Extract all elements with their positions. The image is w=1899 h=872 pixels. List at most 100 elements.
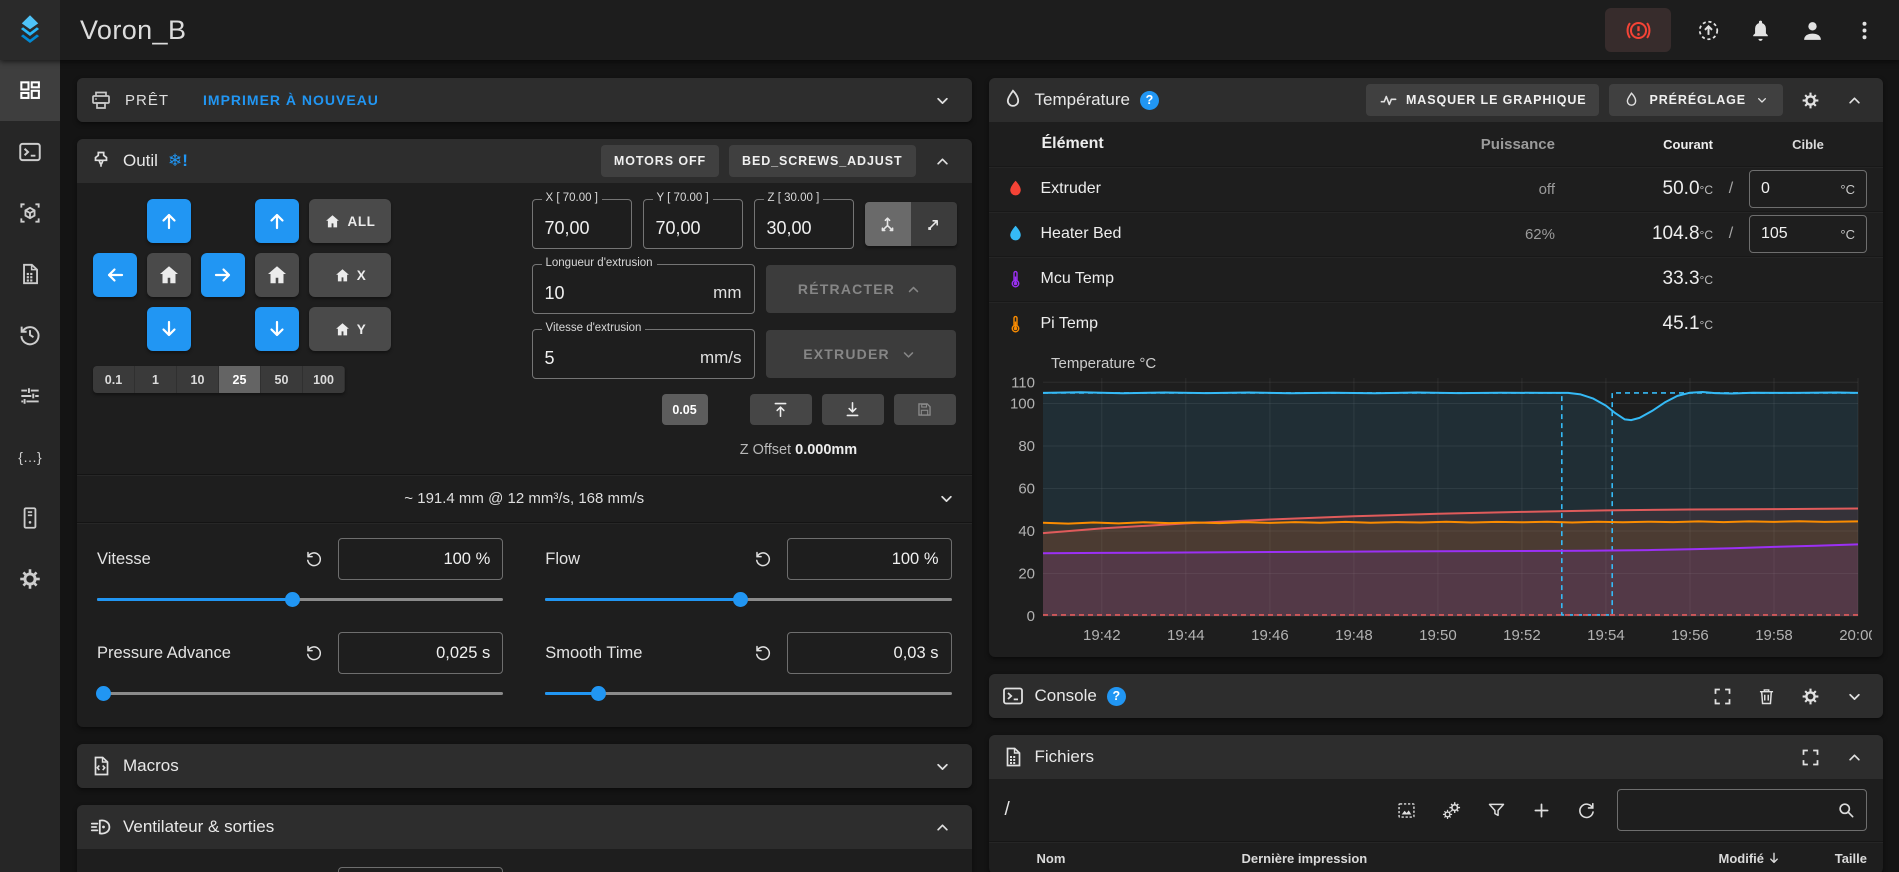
smooth-time-slider[interactable] <box>545 685 951 701</box>
column-modified[interactable]: Modifié <box>1719 851 1782 866</box>
home-all-button[interactable]: ALL <box>309 199 391 243</box>
sidebar-item-gcode-files[interactable] <box>0 243 60 304</box>
step-0.1[interactable]: 0.1 <box>93 366 135 393</box>
files-add-button[interactable] <box>1527 793 1555 827</box>
jog-y-minus-button[interactable] <box>147 307 191 351</box>
console-expand-button[interactable] <box>1837 679 1871 713</box>
console-fullscreen-button[interactable] <box>1705 679 1739 713</box>
hide-graph-button[interactable]: MASQUER LE GRAPHIQUE <box>1366 84 1600 116</box>
cooldown-alert-icon[interactable]: ❄! <box>168 151 188 171</box>
console-settings-button[interactable] <box>1793 679 1827 713</box>
menu-button[interactable] <box>1841 7 1887 53</box>
toolhead-collapse-button[interactable] <box>926 144 960 178</box>
mainsail-logo[interactable] <box>0 0 60 60</box>
jog-z-plus-button[interactable] <box>255 199 299 243</box>
temperature-chart[interactable]: 02040608010011019:4219:4419:4619:4819:50… <box>999 354 1872 650</box>
step-50[interactable]: 50 <box>261 366 303 393</box>
notifications-button[interactable] <box>1737 7 1783 53</box>
part-fan-input[interactable]: 0 % <box>338 867 503 872</box>
bed-screws-adjust-button[interactable]: BED_SCREWS_ADJUST <box>729 145 915 177</box>
absolute-move-toggle[interactable] <box>865 202 911 246</box>
step-10[interactable]: 10 <box>177 366 219 393</box>
help-icon[interactable]: ? <box>1140 91 1159 110</box>
flow-factor-input[interactable]: 100 % <box>787 538 952 580</box>
flow-reset-icon[interactable] <box>753 549 773 569</box>
step-25[interactable]: 25 <box>219 366 261 393</box>
fans-collapse-button[interactable] <box>926 810 960 844</box>
column-size[interactable]: Taille <box>1823 851 1867 866</box>
sidebar-item-config-editor[interactable] <box>0 426 60 487</box>
position-y-field[interactable]: Y [ 70.00 ] 70,00 <box>643 199 743 249</box>
help-icon[interactable]: ? <box>1107 687 1126 706</box>
slider-thumb[interactable] <box>591 686 606 701</box>
speed-reset-icon[interactable] <box>304 549 324 569</box>
position-x-field[interactable]: X [ 70.00 ] 70,00 <box>532 199 632 249</box>
heater-target-input[interactable]: 0°C <box>1749 170 1867 208</box>
account-button[interactable] <box>1789 7 1835 53</box>
speed-factor-slider[interactable] <box>97 591 503 607</box>
z-babystep-down-button[interactable] <box>822 394 884 425</box>
extrude-length-field[interactable]: Longueur d'extrusion 10 mm <box>532 264 755 314</box>
reprint-button[interactable]: IMPRIMER À NOUVEAU <box>203 92 379 108</box>
sidebar-item-tune[interactable] <box>0 365 60 426</box>
jog-y-plus-button[interactable] <box>147 199 191 243</box>
extrude-button[interactable]: EXTRUDER <box>766 330 956 378</box>
home-xy-button[interactable] <box>147 253 191 297</box>
status-collapse-button[interactable] <box>926 83 960 117</box>
current-path[interactable]: / <box>1005 799 1010 821</box>
motors-off-button[interactable]: MOTORS OFF <box>601 145 719 177</box>
temperature-collapse-button[interactable] <box>1837 83 1871 117</box>
slider-thumb[interactable] <box>733 592 748 607</box>
step-1[interactable]: 1 <box>135 366 177 393</box>
home-y-button[interactable]: Y <box>309 307 391 351</box>
pressure-advance-reset-icon[interactable] <box>304 643 324 663</box>
fullscreen-icon <box>1712 686 1733 707</box>
files-filter-button[interactable] <box>1482 793 1510 827</box>
thumbnails-toggle-button[interactable] <box>1392 793 1420 827</box>
console-clear-button[interactable] <box>1749 679 1783 713</box>
z-babystep-size-button[interactable]: 0.05 <box>662 394 708 425</box>
column-name[interactable]: Nom <box>1037 851 1242 866</box>
update-button[interactable] <box>1685 7 1731 53</box>
position-z-field[interactable]: Z [ 30.00 ] 30,00 <box>754 199 854 249</box>
sidebar-item-console[interactable] <box>0 121 60 182</box>
smooth-time-reset-icon[interactable] <box>753 643 773 663</box>
search-input[interactable] <box>1628 802 1836 819</box>
home-z-button[interactable] <box>255 253 299 297</box>
z-offset-save-button[interactable] <box>894 394 956 425</box>
history-icon <box>17 322 43 348</box>
files-search-field[interactable] <box>1617 789 1867 831</box>
flow-factor-slider[interactable] <box>545 591 951 607</box>
preset-button[interactable]: PRÉRÉGLAGE <box>1609 84 1783 116</box>
files-fullscreen-button[interactable] <box>1793 740 1827 774</box>
jog-x-minus-button[interactable] <box>93 253 137 297</box>
smooth-time-input[interactable]: 0,03 s <box>787 632 952 674</box>
temperature-settings-button[interactable] <box>1793 83 1827 117</box>
pressure-advance-input[interactable]: 0,025 s <box>338 632 503 674</box>
relative-move-toggle[interactable] <box>911 202 957 246</box>
heater-target-input[interactable]: 105°C <box>1749 215 1867 253</box>
speed-factor-input[interactable]: 100 % <box>338 538 503 580</box>
jog-z-minus-button[interactable] <box>255 307 299 351</box>
slider-thumb[interactable] <box>96 686 111 701</box>
home-x-button[interactable]: X <box>309 253 391 297</box>
sidebar-item-gcode-preview[interactable] <box>0 182 60 243</box>
macros-expand-button[interactable] <box>926 749 960 783</box>
column-last-print[interactable]: Dernière impression <box>1242 851 1719 866</box>
sidebar-item-settings[interactable] <box>0 548 60 609</box>
pressure-advance-slider[interactable] <box>97 685 503 701</box>
retract-button[interactable]: RÉTRACTER <box>766 265 956 313</box>
step-100[interactable]: 100 <box>303 366 345 393</box>
sidebar-item-dashboard[interactable] <box>0 60 60 121</box>
sidebar-item-machine[interactable] <box>0 487 60 548</box>
sidebar-item-history[interactable] <box>0 304 60 365</box>
files-settings-button[interactable] <box>1437 793 1465 827</box>
extrusion-estimate-row[interactable]: ~ 191.4 mm @ 12 mm³/s, 168 mm/s <box>77 475 972 522</box>
files-refresh-button[interactable] <box>1572 793 1600 827</box>
files-collapse-button[interactable] <box>1837 740 1871 774</box>
extrude-speed-field[interactable]: Vitesse d'extrusion 5 mm/s <box>532 329 755 379</box>
slider-thumb[interactable] <box>285 592 300 607</box>
z-babystep-up-button[interactable] <box>750 394 812 425</box>
jog-x-plus-button[interactable] <box>201 253 245 297</box>
emergency-stop-button[interactable] <box>1605 8 1671 52</box>
